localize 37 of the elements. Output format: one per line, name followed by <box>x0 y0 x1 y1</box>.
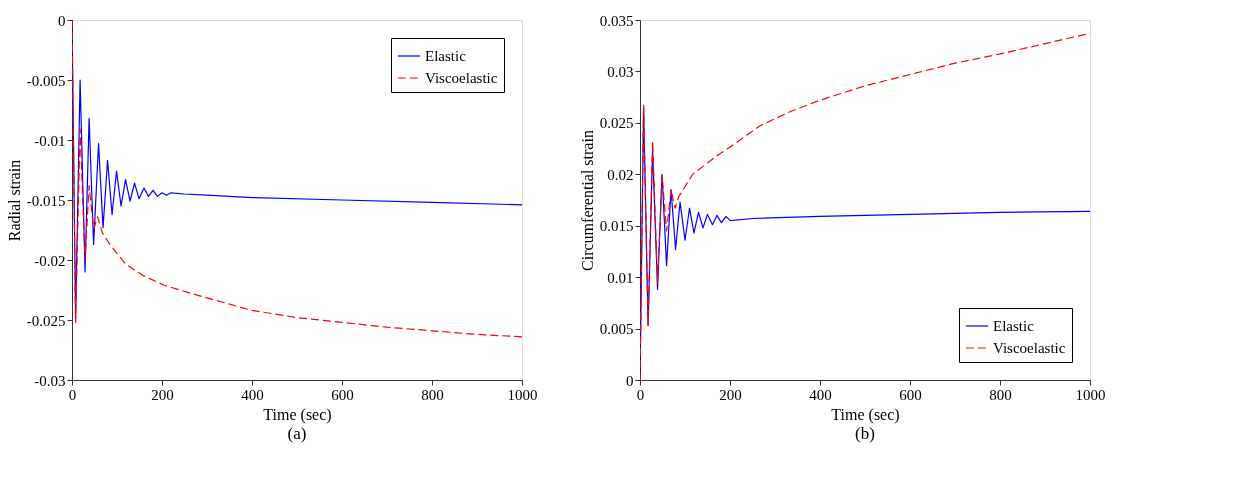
legend-label: Viscoelastic <box>425 70 498 86</box>
y-tick-label: 0.03 <box>607 63 634 80</box>
text: (a) <box>287 424 307 443</box>
x-tick-label: 800 <box>421 386 444 403</box>
text: (b) <box>855 424 875 443</box>
y-tick-label: -0.005 <box>26 72 66 89</box>
x-tick-label: 1000 <box>1075 386 1106 403</box>
y-tick-label: 0.025 <box>599 115 634 132</box>
y-tick-label: 0.035 <box>599 12 634 29</box>
x-tick-label: 600 <box>331 386 354 403</box>
y-tick-label: -0.02 <box>34 252 66 269</box>
x-axis-title: Time (sec) <box>831 405 900 424</box>
x-tick-label: 400 <box>809 386 832 403</box>
x-axis-title: Time (sec) <box>263 405 332 424</box>
y-tick-label: -0.03 <box>34 372 66 389</box>
x-tick-label: 200 <box>719 386 742 403</box>
x-tick-label: 1000 <box>507 386 538 403</box>
y-tick-label: 0 <box>58 12 66 29</box>
y-axis-title: Circumferential strain <box>578 130 596 271</box>
legend-label: Elastic <box>993 318 1035 334</box>
y-tick-label: 0.005 <box>599 321 634 338</box>
y-tick-label: 0.02 <box>607 166 634 183</box>
y-tick-label: 0.015 <box>599 218 634 235</box>
x-tick-label: 0 <box>68 386 77 403</box>
y-axis-title: Radial strain <box>5 159 23 242</box>
x-tick-label: 800 <box>989 386 1012 403</box>
x-tick-label: 600 <box>899 386 922 403</box>
x-tick-label: 400 <box>241 386 264 403</box>
y-tick-label: -0.015 <box>26 192 66 209</box>
y-tick-label: -0.01 <box>34 132 66 149</box>
y-tick-label: 0 <box>626 372 634 389</box>
legend-label: Elastic <box>425 48 467 64</box>
y-tick-label: -0.025 <box>26 312 66 329</box>
x-tick-label: 200 <box>151 386 174 403</box>
y-tick-label: 0.01 <box>607 269 634 286</box>
legend-label: Viscoelastic <box>993 340 1066 356</box>
x-tick-label: 0 <box>636 386 645 403</box>
